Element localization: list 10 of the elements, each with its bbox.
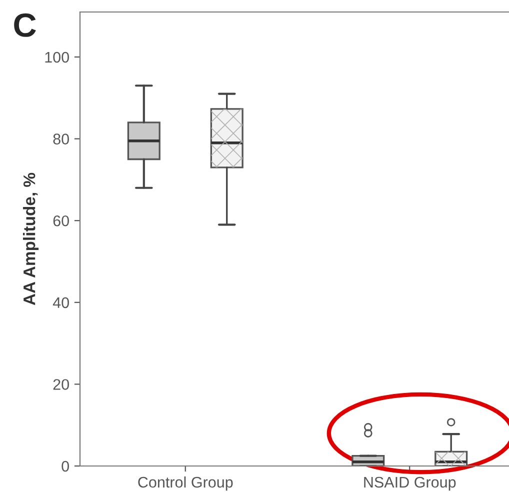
x-tick-label: NSAID Group [364, 476, 456, 491]
y-tick-label: 20 [53, 379, 69, 390]
x-tick-label: Control Group [138, 476, 233, 491]
y-tick-label: 100 [45, 52, 69, 63]
y-tick-label: 40 [52, 297, 69, 308]
y-tick-label: 80 [53, 134, 69, 144]
y-axis-title: AA Amplitude, % [23, 172, 39, 306]
y-tick-label: 0 [62, 460, 69, 472]
chart-title: C [14, 13, 36, 37]
y-tick-label: 60 [53, 215, 69, 226]
